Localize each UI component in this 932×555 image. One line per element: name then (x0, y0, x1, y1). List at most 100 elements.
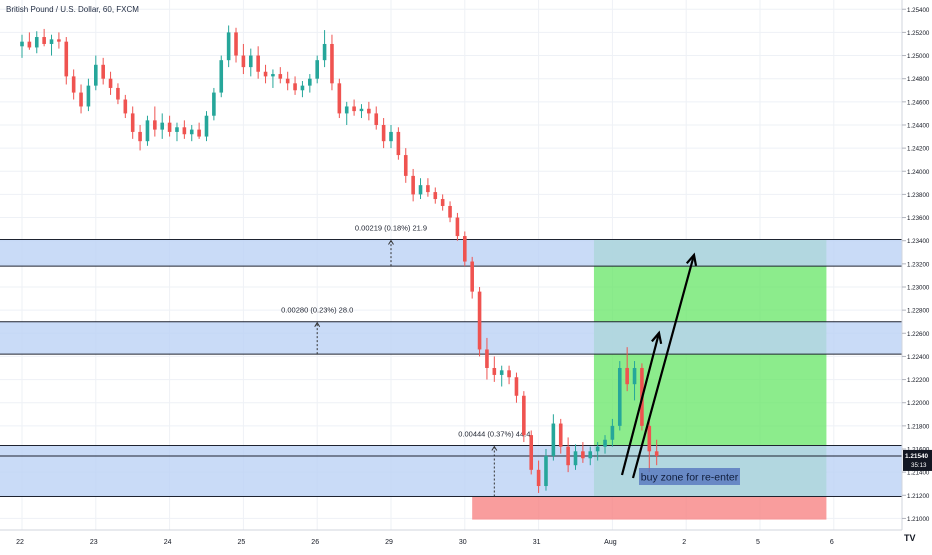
time-tick-label: 22 (16, 539, 24, 546)
candle-body (285, 78, 290, 84)
candle-up (86, 78, 91, 112)
price-tick-label: 1.21400 (907, 470, 930, 477)
candle-down (337, 78, 342, 119)
candle-up (189, 124, 194, 142)
annotation-background (639, 468, 740, 485)
candle-down (654, 439, 659, 466)
candle-body (138, 131, 142, 142)
candle-down (71, 69, 76, 100)
candle-body (175, 127, 179, 132)
candle-down (130, 106, 135, 139)
candle-down (455, 212, 460, 241)
zone-rectangle (0, 321, 902, 355)
candle-body (330, 43, 334, 84)
candle-body (160, 122, 165, 130)
candle-down (529, 430, 534, 475)
candle-up (551, 414, 556, 461)
candle-body (610, 425, 615, 440)
candle-up (603, 435, 607, 454)
candle-down (558, 418, 563, 454)
stop-loss-zone (472, 496, 827, 520)
candle-body (426, 185, 430, 193)
candle-body (322, 43, 327, 61)
candle-body (189, 129, 194, 135)
candle-body (344, 106, 349, 114)
candle-up (632, 361, 637, 401)
candle-up (617, 361, 622, 431)
price-tick-label: 1.21000 (907, 516, 930, 523)
candle-body (271, 74, 275, 77)
candle-body (632, 367, 637, 385)
candle-down (64, 37, 69, 85)
candle-body (544, 455, 548, 487)
candle-body (381, 124, 386, 142)
candle-down (123, 94, 128, 119)
candle-down (293, 76, 297, 95)
candle-down (566, 437, 570, 473)
countdown-label: 35:13 (911, 462, 927, 469)
candle-down (507, 365, 511, 385)
candle-up (248, 48, 253, 77)
candle-body (411, 175, 415, 195)
candle-down (448, 201, 452, 223)
candle-body (440, 199, 445, 206)
annotation-text: buy zone for re-enter (641, 472, 739, 484)
candle-up (175, 122, 179, 142)
candle-up (212, 87, 216, 121)
candle-down (138, 124, 142, 151)
candle-body (49, 39, 54, 44)
candle-down (403, 148, 408, 183)
candle-up (308, 74, 312, 93)
price-tick-label: 1.24800 (907, 76, 930, 83)
candle-down (411, 168, 415, 202)
candle-body (403, 155, 408, 176)
tradingview-logo: TV (904, 533, 916, 543)
candle-body (278, 74, 283, 79)
candle-body (507, 370, 511, 378)
candle-body (256, 55, 260, 72)
candle-body (352, 106, 356, 112)
price-tick-label: 1.22600 (907, 331, 930, 338)
candle-down (263, 64, 268, 84)
price-tick-label: 1.25200 (907, 30, 930, 37)
candle-body (123, 99, 128, 114)
candle-body (145, 120, 150, 142)
price-tick-label: 1.24200 (907, 146, 930, 153)
candle-down (101, 57, 105, 85)
candle-down (27, 32, 32, 50)
candle-down (433, 187, 438, 204)
candle-body (529, 435, 534, 470)
candle-body (263, 71, 268, 77)
price-tick-label: 1.21200 (907, 493, 930, 500)
time-axis-background (0, 530, 902, 550)
measure-arrowhead (491, 445, 498, 451)
price-tick-label: 1.21800 (907, 423, 930, 430)
candle-body (167, 122, 172, 132)
candle-body (248, 55, 253, 68)
candle-down (278, 67, 283, 84)
candle-up (499, 365, 504, 387)
price-tick-label: 1.24600 (907, 99, 930, 106)
candle-up (219, 55, 224, 98)
candle-body (204, 115, 209, 137)
annotation-label: buy zone for re-enter (639, 468, 740, 485)
time-tick-label: 31 (533, 539, 541, 546)
measure-label: 0.00280 (0.23%) 28.0 (281, 306, 353, 315)
candle-up (204, 111, 209, 142)
candle-up (315, 55, 319, 84)
price-tick-label: 1.25400 (907, 7, 930, 14)
trend-arrow-head (685, 252, 698, 267)
candle-down (108, 71, 113, 95)
candle-down (647, 421, 652, 473)
candle-up (226, 25, 231, 68)
candle-body (551, 423, 556, 456)
time-tick-label: 6 (830, 539, 834, 546)
trend-arrow-line (620, 332, 661, 476)
price-tick-label: 1.22800 (907, 308, 930, 315)
time-tick-label: 5 (756, 539, 760, 546)
candle-body (86, 85, 91, 107)
candle-body (108, 78, 113, 88)
candle-up (544, 448, 548, 491)
